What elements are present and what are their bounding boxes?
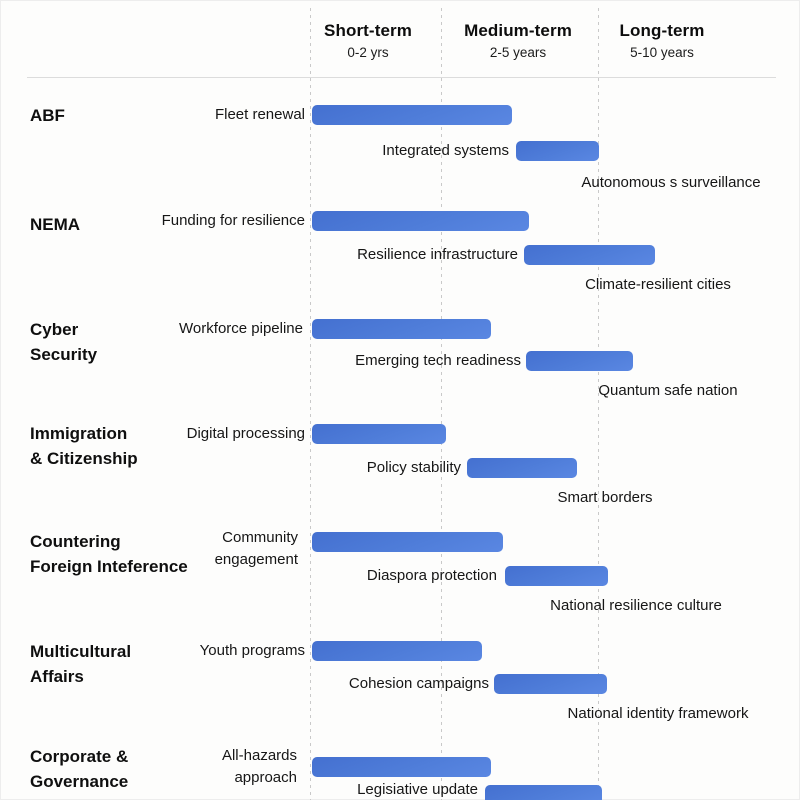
timeline-gridline bbox=[441, 8, 442, 800]
group-label: Corporate & Governance bbox=[30, 747, 129, 791]
milestone-label: National resilience culture bbox=[550, 597, 722, 614]
roadmap-bar bbox=[312, 641, 482, 661]
roadmap-bar bbox=[467, 458, 577, 478]
group-label: Countering Foreign Inteference bbox=[30, 532, 188, 576]
task-label: Diaspora protection bbox=[366, 567, 497, 584]
roadmap-bar bbox=[494, 674, 607, 694]
task-label: Emerging tech readiness bbox=[355, 352, 521, 369]
column-subtitle: 5-10 years bbox=[630, 45, 694, 60]
roadmap-bar bbox=[524, 245, 655, 265]
milestone-label: Autonomous s surveillance bbox=[581, 174, 761, 191]
column-header-long-term: Long-term 5-10 years bbox=[620, 21, 705, 60]
timeline-gridline bbox=[598, 8, 599, 800]
column-title: Short-term bbox=[324, 21, 412, 40]
task-label: Policy stability bbox=[366, 459, 461, 476]
roadmap-bar bbox=[312, 105, 512, 125]
task-label: Integrated systems bbox=[382, 142, 509, 159]
column-title: Long-term bbox=[619, 21, 705, 40]
task-label: Funding for resilience bbox=[161, 212, 305, 229]
timeline-gridline bbox=[310, 8, 311, 800]
task-label: Community engagement bbox=[214, 529, 298, 568]
milestone-label: National identity framework bbox=[567, 705, 749, 722]
roadmap-bar bbox=[485, 785, 602, 800]
task-label: Youth programs bbox=[199, 642, 305, 659]
roadmap-bar bbox=[312, 532, 503, 552]
task-label: Legisiative update bbox=[357, 781, 478, 798]
roadmap-bar bbox=[505, 566, 608, 586]
column-subtitle: 2-5 years bbox=[489, 45, 547, 60]
task-label: Cohesion campaigns bbox=[348, 675, 489, 692]
group-label: Immigration & Citizenship bbox=[30, 424, 138, 468]
roadmap-bar bbox=[312, 319, 491, 339]
task-label: Resilience infrastructure bbox=[357, 246, 518, 263]
roadmap-bar bbox=[312, 757, 491, 777]
group-label: Cyber Security bbox=[30, 320, 98, 364]
milestone-label: Quantum safe nation bbox=[598, 382, 738, 399]
group-label: ABF bbox=[30, 106, 65, 125]
task-label: Workforce pipeline bbox=[179, 320, 303, 337]
header-divider-line bbox=[27, 77, 776, 78]
roadmap-bar bbox=[312, 424, 446, 444]
roadmap-bar bbox=[526, 351, 633, 371]
task-label: Digital processing bbox=[186, 425, 305, 442]
task-label: All-hazards approach bbox=[221, 747, 297, 786]
milestone-label: Smart borders bbox=[557, 489, 653, 506]
roadmap-bar bbox=[516, 141, 599, 161]
column-title: Medium-term bbox=[464, 21, 572, 40]
milestone-label: Climate-resilient cities bbox=[585, 276, 731, 293]
group-label: NEMA bbox=[30, 215, 81, 234]
group-label: Multicultural Affairs bbox=[30, 642, 132, 686]
task-label: Fleet renewal bbox=[214, 106, 305, 123]
column-subtitle: 0-2 yrs bbox=[347, 45, 389, 60]
column-header-short-term: Short-term 0-2 yrs bbox=[324, 21, 412, 60]
column-header-medium-term: Medium-term 2-5 years bbox=[464, 21, 572, 60]
roadmap-bar bbox=[312, 211, 529, 231]
